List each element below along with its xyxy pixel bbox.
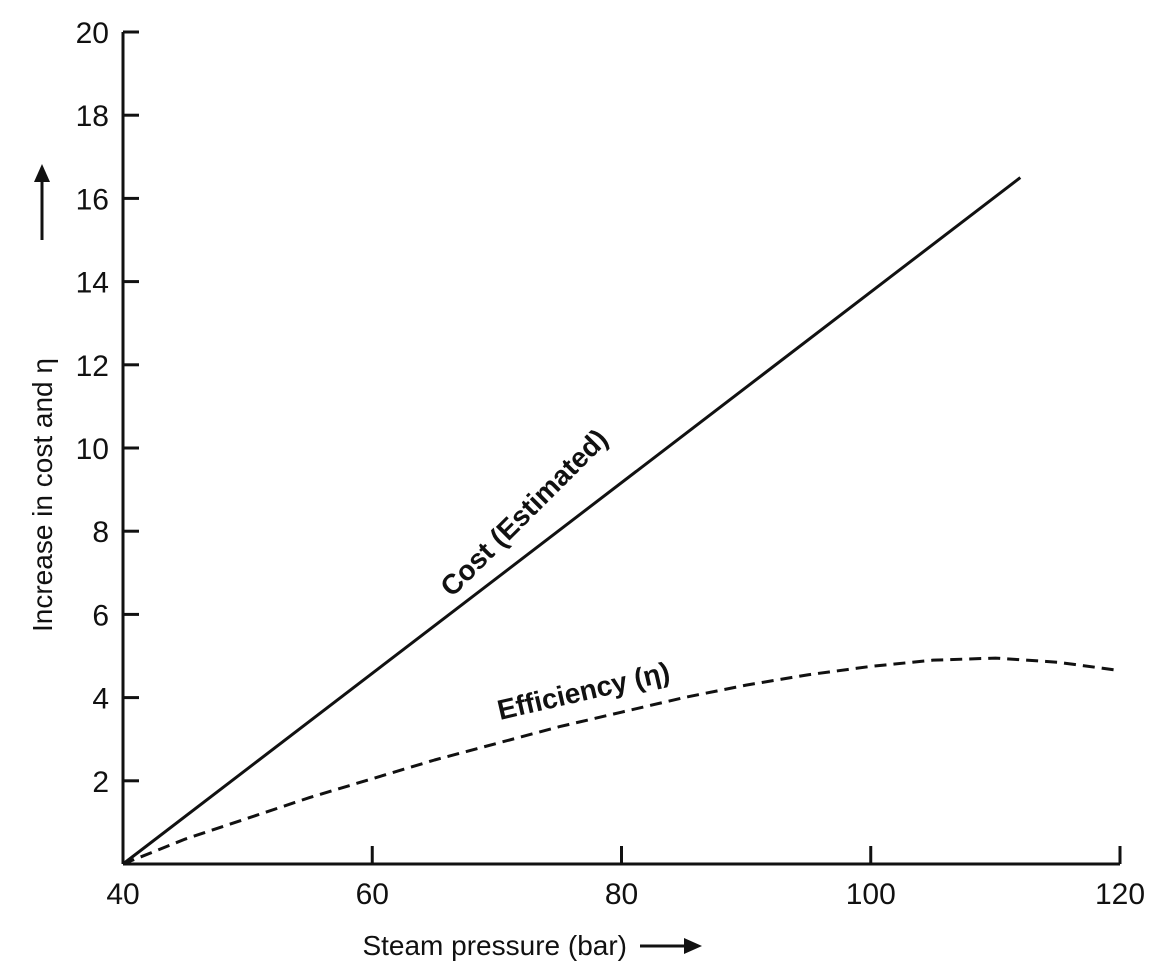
x-axis-title: Steam pressure (bar) [362,930,627,961]
y-tick-label-18: 18 [76,100,109,133]
x-axis-arrow-head [684,938,702,954]
x-tick-label-100: 100 [846,878,896,911]
y-tick-label-20: 20 [76,17,109,50]
y-axis-title: Increase in cost and η [27,358,58,632]
y-tick-label-2: 2 [92,766,109,799]
x-tick-label-80: 80 [605,878,638,911]
y-tick-label-10: 10 [76,433,109,466]
y-tick-label-8: 8 [92,516,109,549]
x-tick-label-60: 60 [356,878,389,911]
y-tick-label-16: 16 [76,183,109,216]
y-tick-label-4: 4 [92,683,109,716]
series-line-0 [122,176,1022,866]
x-tick-label-40: 40 [106,878,139,911]
y-tick-label-6: 6 [92,599,109,632]
series-line-1 [122,656,1121,866]
y-tick-label-14: 14 [76,267,109,300]
y-tick-label-12: 12 [76,350,109,383]
series-label-cost: Cost (Estimated) [434,423,613,602]
x-tick-label-120: 120 [1095,878,1145,911]
series-label-efficiency: Efficiency (η) [494,656,672,726]
y-axis-arrow-head [34,164,50,182]
